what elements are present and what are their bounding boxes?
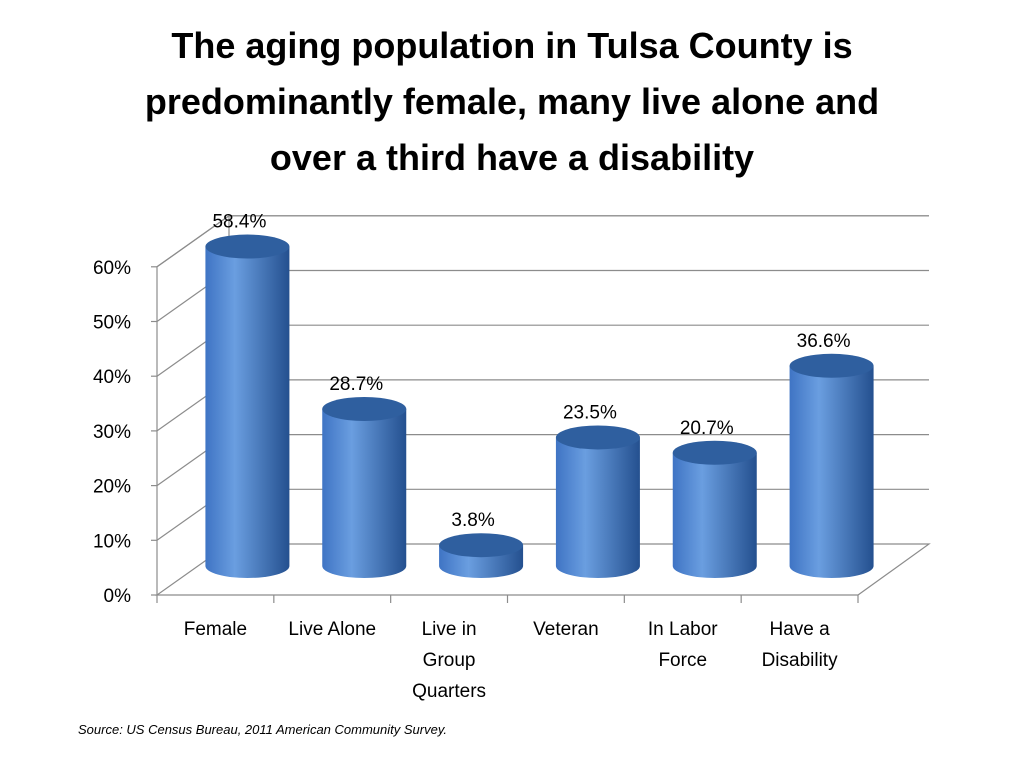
bar-top <box>439 533 524 558</box>
labels-layer: 0% 10% 20% 30% 40% 50% 60% 58.4% Female 28.7% Live… <box>93 212 851 702</box>
title-line-3: over a third have a disability <box>269 137 755 178</box>
data-label: 28.7% <box>329 374 383 395</box>
bar-body <box>322 409 407 578</box>
bars-layer <box>205 234 874 578</box>
chart-title: The aging population in Tulsa County is … <box>40 18 984 186</box>
data-label: 58.4% <box>212 212 266 233</box>
bar-top <box>555 425 640 450</box>
y-tick-label: 30% <box>93 422 131 443</box>
bar-body <box>672 452 757 578</box>
data-label: 20.7% <box>680 418 734 439</box>
category-label: Veteran <box>533 619 599 640</box>
y-tick-label: 0% <box>104 586 132 607</box>
category-label: Female <box>184 619 247 640</box>
bar-top <box>672 440 757 465</box>
title-line-2: predominantly female, many live alone an… <box>144 81 880 122</box>
gridline-side <box>156 215 230 268</box>
source-note: Source: US Census Bureau, 2011 American … <box>78 722 447 737</box>
bar <box>439 533 524 578</box>
bar-top <box>322 397 407 422</box>
category-label: Disability <box>762 650 839 671</box>
y-tick-label: 40% <box>93 367 131 388</box>
category-label: Live Alone <box>288 619 376 640</box>
category-label: In Labor <box>648 619 718 640</box>
category-label: Have a <box>769 619 830 640</box>
bar <box>789 353 874 578</box>
data-label: 3.8% <box>451 510 494 531</box>
category-label: Group <box>423 650 476 671</box>
bar-body <box>555 437 640 578</box>
data-label: 23.5% <box>563 402 617 423</box>
data-label: 36.6% <box>797 331 851 352</box>
y-tick-label: 20% <box>93 477 131 498</box>
category-label: Live in <box>422 619 477 640</box>
bar <box>205 234 290 578</box>
bar <box>672 440 757 578</box>
category-label: Quarters <box>412 681 486 702</box>
bar-top <box>205 234 290 259</box>
title-line-1: The aging population in Tulsa County is <box>171 25 853 66</box>
bar-body <box>205 246 290 578</box>
bar-top <box>789 353 874 378</box>
bar <box>555 425 640 578</box>
y-tick-label: 10% <box>93 531 131 552</box>
bar <box>322 397 407 578</box>
y-tick-label: 60% <box>93 258 131 279</box>
bar-body <box>789 365 874 578</box>
category-label: Force <box>658 650 707 671</box>
y-tick-label: 50% <box>93 313 131 334</box>
